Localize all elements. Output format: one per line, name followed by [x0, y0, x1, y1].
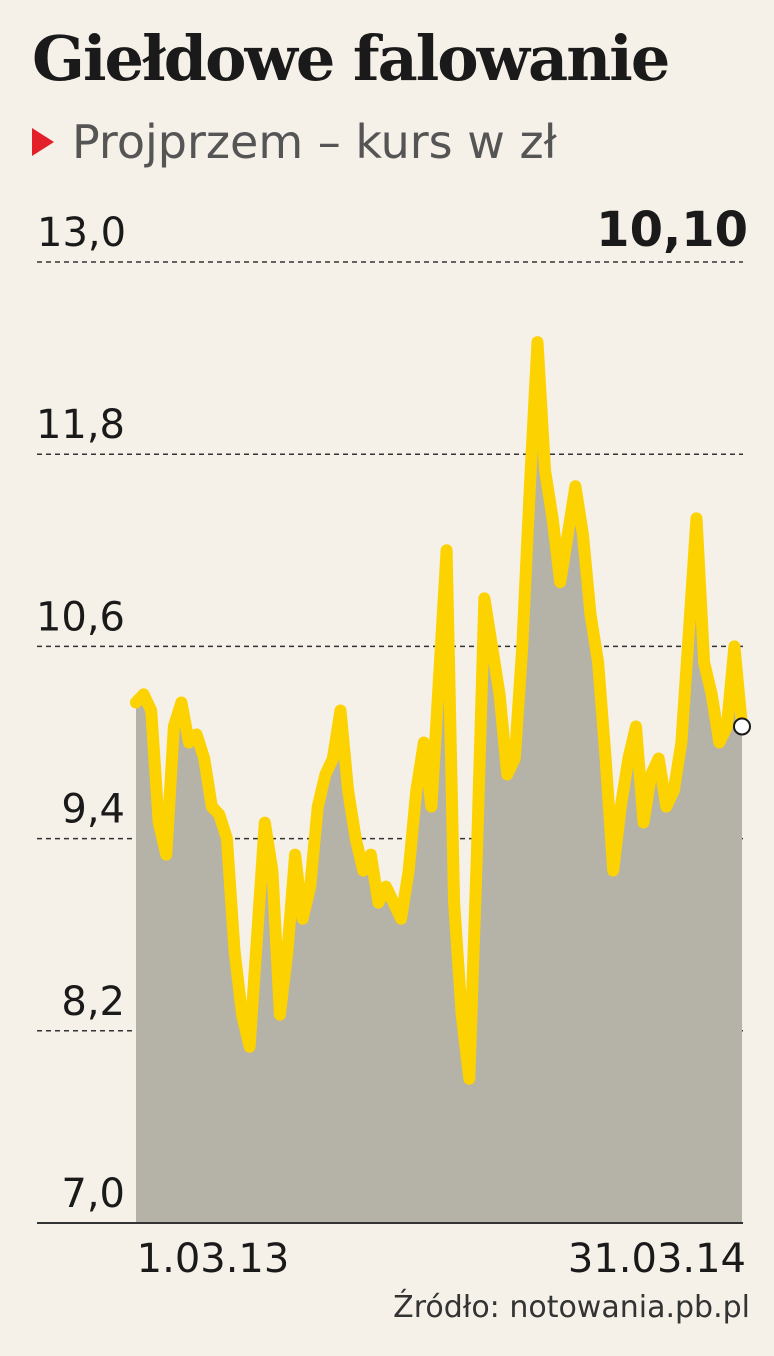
y-tick-label: 13,0 [37, 210, 126, 256]
last-price-label: 10,10 [596, 202, 748, 258]
x-end-label: 31.03.14 [568, 1236, 746, 1282]
y-tick-label: 7,0 [61, 1171, 125, 1217]
y-tick-label: 9,4 [61, 787, 125, 833]
y-tick-label: 10,6 [36, 594, 125, 640]
y-axis-ticks: 13,0 11,8 10,6 9,4 8,2 7,0 [36, 210, 126, 1217]
last-price-dot [733, 717, 751, 736]
price-chart: 13,0 11,8 10,6 9,4 8,2 7,0 10,10 1.03.13 31.0… [36, 202, 751, 1282]
subtitle-row: Projprzem – kurs w zł [32, 112, 557, 172]
chart-title: Giełdowe falowanie [32, 22, 670, 95]
y-tick-label: 8,2 [61, 979, 125, 1025]
source-note: Źródło: notowania.pb.pl [393, 1290, 750, 1325]
price-area [136, 342, 742, 1224]
chart-subtitle: Projprzem – kurs w zł [72, 115, 557, 169]
x-start-label: 1.03.13 [137, 1236, 290, 1282]
price-line [130, 336, 748, 1085]
y-tick-label: 11,8 [36, 402, 125, 448]
triangle-marker-icon [32, 128, 54, 156]
